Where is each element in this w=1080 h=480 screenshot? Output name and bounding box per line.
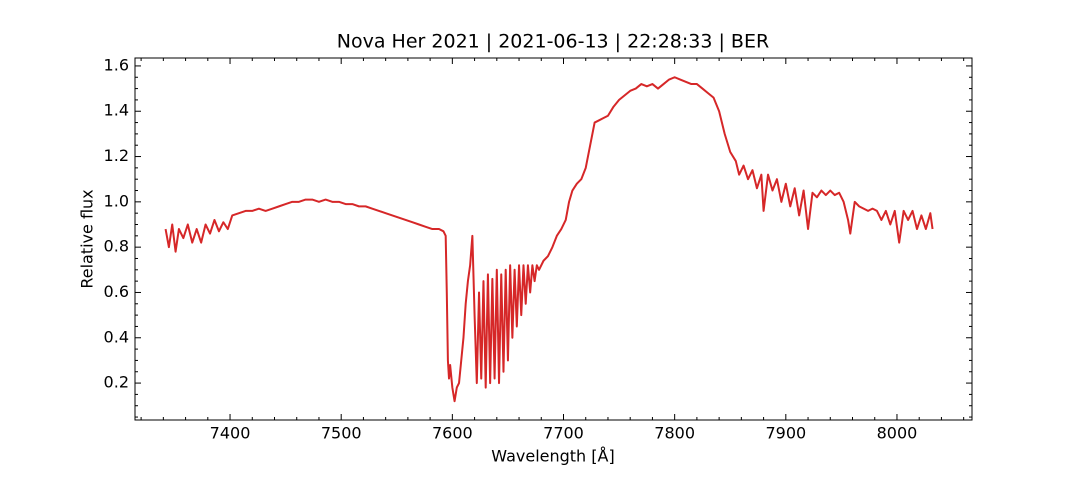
y-axis-label: Relative flux (78, 189, 97, 288)
x-axis-label: Wavelength [Å] (491, 447, 614, 466)
y-tick-label: 1.2 (104, 146, 129, 165)
plot-frame (134, 57, 973, 421)
y-tick-label: 0.8 (104, 237, 129, 256)
chart-title: Nova Her 2021 | 2021-06-13 | 22:28:33 | … (337, 31, 769, 53)
x-tick-label: 7700 (543, 424, 584, 443)
y-tick-label: 1.6 (104, 55, 129, 74)
y-tick-label: 1.0 (104, 191, 129, 210)
y-tick-label: 0.4 (104, 327, 129, 346)
y-tick-label: 0.2 (104, 373, 129, 392)
x-tick-label: 7800 (654, 424, 695, 443)
y-tick-label: 0.6 (104, 282, 129, 301)
x-tick-label: 7600 (432, 424, 473, 443)
y-tick-label: 1.4 (104, 101, 129, 120)
x-tick-label: 8000 (877, 424, 918, 443)
x-tick-label: 7900 (765, 424, 806, 443)
x-tick-label: 7500 (321, 424, 362, 443)
spectrum-line (164, 76, 934, 403)
x-tick-label: 7400 (210, 424, 251, 443)
